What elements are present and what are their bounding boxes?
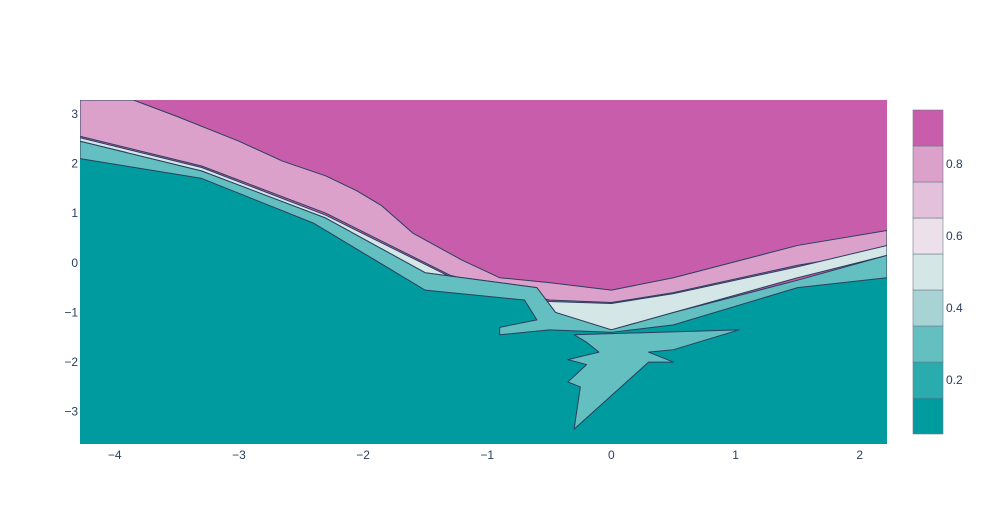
y-tick-label: −2 [64,355,78,369]
y-tick-label: −1 [64,305,78,319]
x-tick-label: 2 [856,448,863,462]
y-tick-label: 2 [71,157,78,171]
y-axis-ticks: 3 2 1 0 −1 −2 −3 [64,107,78,419]
contour-band-0.3 [80,140,887,336]
y-tick-label: 1 [71,206,78,220]
x-tick-label: 1 [732,448,739,462]
colorbar-tick-label: 0.8 [946,157,963,171]
colorbar-level [912,361,944,399]
y-tick-label: 3 [71,107,78,121]
x-tick-label: −2 [356,448,370,462]
x-tick-label: −4 [108,448,122,462]
colorbar-level [912,145,944,183]
colorbar-ticks: 0.2 0.4 0.6 0.8 [946,157,963,387]
colorbar-level [912,109,944,147]
plot-area [80,100,887,444]
colorbar-level [912,181,944,219]
y-tick-label: −3 [64,405,78,419]
x-axis-ticks: −4 −3 −2 −1 0 1 2 [108,448,863,462]
colorbar-level [912,253,944,291]
colorbar-level [912,397,944,435]
x-tick-label: −1 [480,448,494,462]
x-tick-label: 0 [608,448,615,462]
x-tick-label: −3 [232,448,246,462]
colorbar-level [912,217,944,255]
colorbar-level [912,289,944,327]
colorbar-tick-label: 0.6 [946,229,963,243]
colorbar [912,109,944,435]
contour-inner-patch [567,329,740,430]
colorbar-tick-label: 0.4 [946,301,963,315]
colorbar-level [912,325,944,363]
colorbar-tick-label: 0.2 [946,373,963,387]
y-tick-label: 0 [71,256,78,270]
